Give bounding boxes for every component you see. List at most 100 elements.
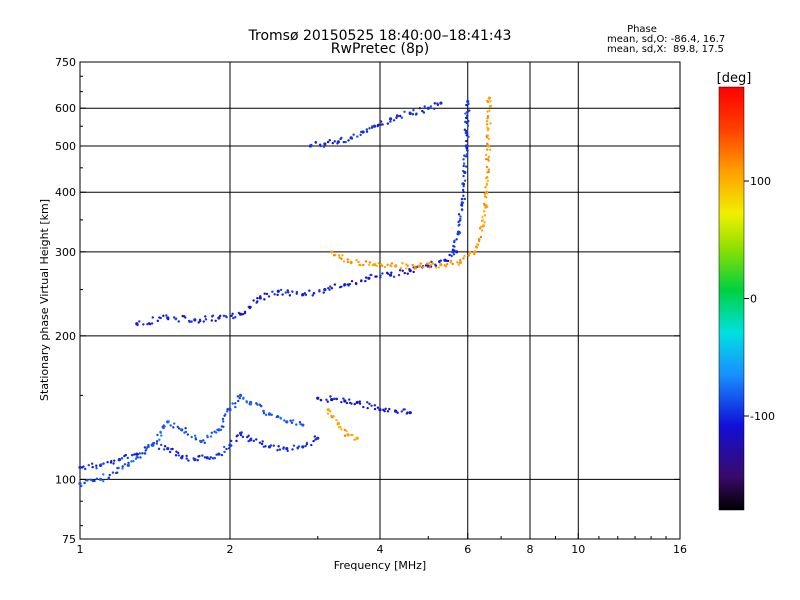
trace-dot [459,258,462,262]
data-point [388,117,393,121]
trace-dot [247,434,250,437]
trace-dot [448,253,451,257]
trace-dot [124,453,127,457]
data-point [285,420,289,424]
trace-dot [95,477,99,480]
trace-dot [462,194,465,198]
trace-dot [223,450,226,454]
trace-dot [214,431,218,434]
trace-dot [332,414,335,418]
data-point [426,106,430,110]
trace-dot [181,454,184,458]
trace-dot [329,285,332,288]
trace-dot [252,299,255,302]
trace-dot [352,133,355,136]
trace-dot [483,202,486,206]
trace-dot [367,263,371,267]
trace-dot [210,319,213,322]
trace-dot [185,457,188,460]
trace-dot [434,266,438,269]
y-tick-label: 500 [55,140,76,153]
trace-dot [158,316,161,319]
trace-dot [260,442,264,446]
trace-dot [277,445,280,448]
trace-dot [224,413,227,416]
trace-dot [406,264,409,267]
trace-dot [386,410,390,413]
data-point [372,263,377,267]
trace-dot [486,117,489,120]
trace-dot [383,265,387,269]
x-tick-label: 1 [77,543,84,556]
trace-dot [83,481,86,485]
trace-dot [150,322,154,325]
trace-dot [342,260,346,263]
trace-dot [267,295,271,298]
trace-dot [483,192,486,196]
trace-dot [185,454,188,458]
trace-dot [242,397,245,400]
trace-dot [465,149,469,152]
data-point [330,397,334,402]
series-2 [316,395,412,415]
data-point [326,408,330,412]
trace-dot [395,116,398,119]
trace-dot [358,402,362,405]
y-axis-ticks: 75 100 200 300 400 500 600 750 [55,56,680,546]
trace-dot [175,450,178,453]
trace-dot [464,112,467,115]
trace-dot [142,323,145,326]
trace-dot [462,169,465,173]
trace-dot [485,119,489,123]
trace-dot [466,114,469,118]
trace-dot [130,460,133,463]
trace-dot [333,397,336,401]
trace-dot [333,283,337,286]
trace-dot [288,294,292,297]
trace-dot [465,144,468,147]
trace-dot [166,317,170,321]
trace-dot [381,272,384,275]
trace-dot [479,235,483,239]
trace-dot [411,263,414,267]
trace-dot [196,458,199,462]
trace-dot [262,409,265,413]
trace-dot [270,413,273,416]
x-tick-label: 2 [227,543,234,556]
trace-dot [396,114,400,118]
trace-dot [487,170,490,174]
trace-dot [201,454,204,457]
phase-stats-title: Phase [627,24,657,35]
trace-dot [112,462,115,465]
data-point [78,481,82,486]
trace-dot [177,427,181,430]
trace-dot [292,444,296,447]
trace-dot [462,257,465,260]
trace-dot [170,448,173,451]
trace-dot [91,479,94,482]
trace-dot [467,135,470,138]
data-point [117,458,122,462]
trace-dot [375,275,378,278]
x-tick-label: 8 [527,543,534,556]
trace-dot [215,453,218,456]
trace-dot [462,174,465,178]
trace-dot [400,116,404,119]
trace-dot [354,281,358,285]
trace-dot [358,400,361,403]
trace-dot [177,454,181,457]
data-point [458,260,463,265]
trace-dot [147,445,150,449]
x-tick-label: 6 [464,543,471,556]
trace-dot [351,433,354,437]
trace-dot [155,440,159,443]
trace-dot [326,140,330,144]
trace-dot [461,197,464,201]
trace-dot [224,315,228,318]
trace-dot [219,428,223,432]
trace-dot [467,119,470,123]
trace-dot [476,243,479,246]
trace-dot [89,478,92,481]
trace-dot [177,320,180,323]
trace-dot [419,262,422,265]
